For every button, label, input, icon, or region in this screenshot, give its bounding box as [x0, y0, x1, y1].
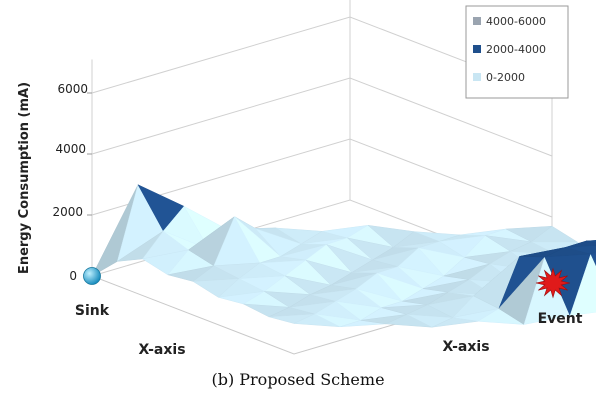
- legend-label-4000-6000: 4000-6000: [486, 15, 546, 28]
- y-axis-label: Energy Consumption (mA): [17, 82, 32, 274]
- legend: 4000-6000 2000-4000 0-2000: [465, 5, 569, 99]
- legend-swatch-2000-4000: [473, 45, 481, 53]
- surface-facet: [569, 253, 596, 316]
- y-tick-label: 6000: [57, 82, 88, 96]
- figure-caption: (b) Proposed Scheme: [211, 370, 385, 389]
- sink-label: Sink: [75, 303, 110, 319]
- y-tick-label: 4000: [55, 142, 86, 156]
- gridline: [91, 138, 553, 218]
- legend-box: [465, 5, 569, 99]
- event-marker: Event: [535, 267, 583, 327]
- legend-label-2000-4000: 2000-4000: [486, 43, 546, 56]
- x1-axis-label: X-axis: [138, 342, 185, 358]
- surface-facet: [565, 245, 596, 255]
- gridline: [91, 77, 553, 157]
- legend-swatch-0-2000: [473, 73, 481, 81]
- y-tick-label: 2000: [52, 205, 83, 219]
- surface-facet: [590, 251, 596, 255]
- sink-ball: [83, 267, 101, 285]
- legend-swatch-4000-6000: [473, 17, 481, 25]
- y-axis: 0 2000 4000 6000 Energy Consumption (mA): [17, 82, 88, 283]
- event-burst: [535, 267, 571, 299]
- sink-marker: Sink: [75, 267, 110, 319]
- y-tick-label: 0: [69, 269, 77, 283]
- legend-label-0-2000: 0-2000: [486, 71, 525, 84]
- surface-facet: [586, 240, 596, 243]
- x2-axis-label: X-axis: [442, 339, 489, 355]
- surface-facet: [590, 253, 596, 267]
- chart-surface: [91, 184, 596, 328]
- event-label: Event: [538, 311, 583, 327]
